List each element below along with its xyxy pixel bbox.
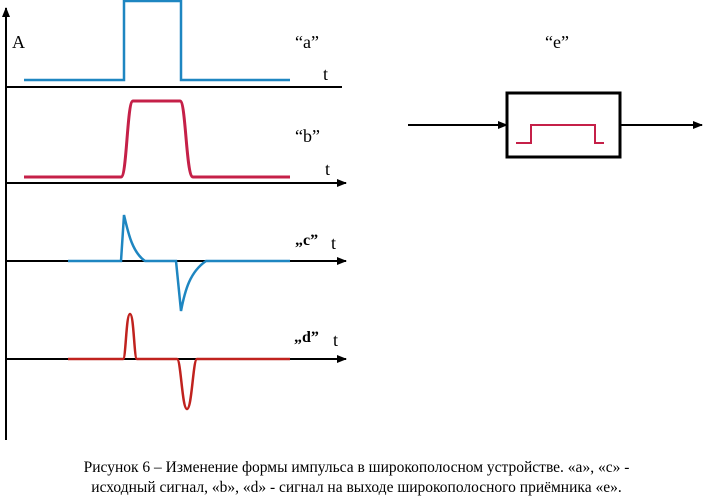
time-label-b: t [325, 159, 330, 179]
signal-label-d: „d” [294, 329, 319, 346]
figure-caption: Рисунок 6 – Изменение формы импульса в ш… [0, 458, 713, 498]
signal-a-waveform [24, 0, 290, 82]
signal-b-waveform [24, 99, 290, 179]
caption-line-1: Рисунок 6 – Изменение формы импульса в ш… [83, 459, 630, 476]
time-label-c: t [331, 233, 336, 253]
signal-c-waveform [68, 214, 290, 312]
pulse-diagram: A t t t t “a” “b” „c” „d” “e” [1, 0, 703, 440]
signal-label-c: „c” [295, 232, 318, 249]
signal-label-b: “b” [295, 126, 320, 146]
signal-label-a: “a” [295, 32, 319, 52]
device-label: “e” [545, 32, 569, 52]
device-waveform-icon [516, 124, 604, 144]
signal-d-waveform [68, 312, 290, 411]
time-label-a: t [323, 64, 328, 84]
amplitude-axis-label: A [12, 32, 25, 52]
caption-line-2: исходный сигнал, «b», «d» - сигнал на вы… [91, 479, 622, 496]
time-label-d: t [333, 330, 338, 350]
